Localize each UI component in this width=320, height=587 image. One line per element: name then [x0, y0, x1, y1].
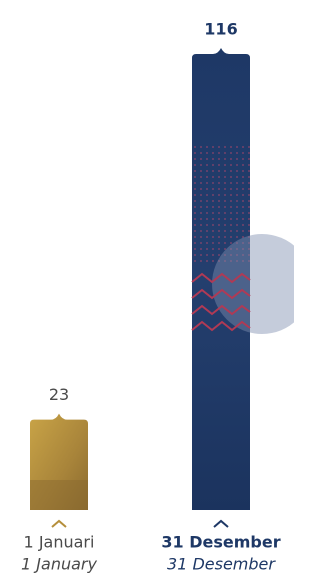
- category-translation: 1 January: [21, 555, 97, 574]
- category-label: 1 Januari: [24, 533, 95, 552]
- chevron: [52, 521, 66, 527]
- bar-decor: [30, 480, 88, 510]
- category-translation: 31 Desember: [167, 555, 276, 574]
- value-label: 23: [49, 385, 69, 404]
- chevron: [214, 521, 228, 527]
- value-label: 116: [204, 20, 237, 39]
- chart: 23 1 Januari 1 January 116 31 Desember 31 Des…: [0, 0, 294, 587]
- category-label: 31 Desember: [161, 533, 280, 552]
